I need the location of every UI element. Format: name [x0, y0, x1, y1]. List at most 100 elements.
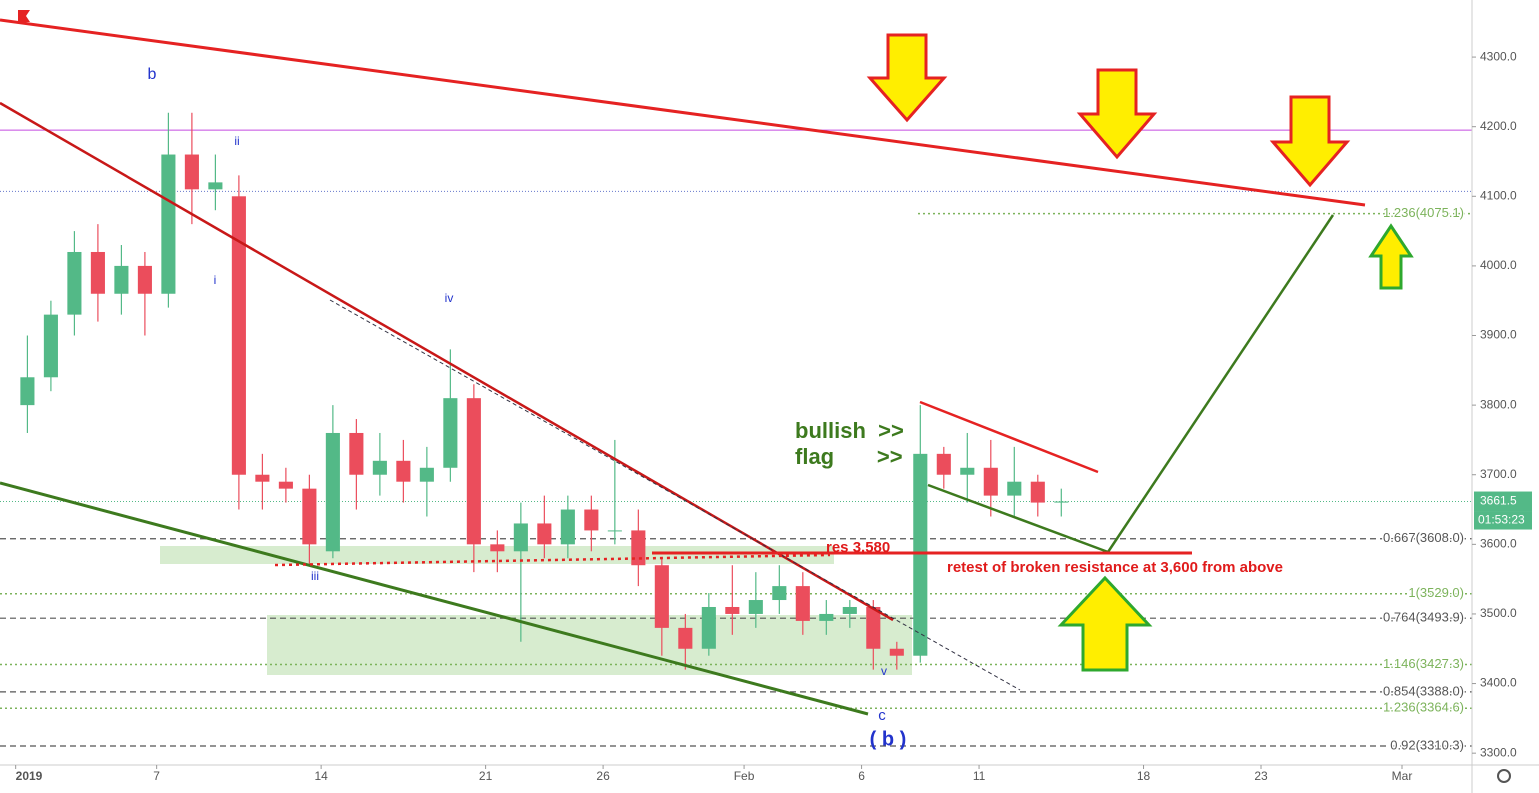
wave-label: ( b ) — [870, 728, 907, 750]
trend-line — [329, 299, 1021, 691]
flag-line — [919, 400, 1099, 474]
flag-line — [927, 483, 1109, 554]
countdown: 01:53:23 — [1478, 513, 1525, 527]
fib-label: 0.854(3388.0) — [1383, 683, 1464, 698]
trend-lines — [0, 18, 1366, 716]
down-arrow — [1269, 95, 1351, 188]
candle-body — [302, 488, 317, 545]
candle-body — [231, 196, 246, 475]
x-tick-label: 23 — [1254, 769, 1268, 783]
support-zone — [267, 615, 912, 675]
fib-label: 0.92(3310.3) — [1390, 737, 1464, 752]
x-tick-label: 11 — [973, 769, 986, 783]
settings-icon[interactable] — [1497, 769, 1511, 783]
candle-body — [819, 613, 834, 621]
x-tick-label: 18 — [1137, 769, 1151, 783]
fib-label: 1.236(4075.1) — [1383, 205, 1464, 220]
candle-body — [67, 251, 82, 315]
candle-body — [419, 467, 434, 482]
arrows — [866, 33, 1414, 672]
wave-label: iii — [311, 569, 319, 583]
x-tick-label: 7 — [153, 769, 160, 783]
candle-body — [678, 627, 693, 649]
candle-body — [20, 377, 35, 406]
candle-body — [607, 530, 622, 532]
y-tick-label: 3900.0 — [1480, 328, 1517, 342]
y-tick-label: 4300.0 — [1480, 49, 1517, 63]
x-tick-label: 26 — [596, 769, 610, 783]
candle-body — [161, 154, 176, 294]
candle-body — [748, 600, 763, 614]
down-arrow — [1076, 68, 1158, 160]
x-tick-label: Mar — [1392, 769, 1413, 783]
candle-body — [842, 606, 857, 614]
candle-body — [43, 314, 58, 378]
zones — [160, 546, 912, 675]
pattern-label: flag >> — [795, 444, 903, 469]
trend-line — [0, 481, 869, 716]
x-tick-label: Feb — [734, 769, 755, 783]
countdown-tag — [1474, 511, 1532, 530]
candle-body — [772, 586, 787, 601]
fib-label: 1.146(3427.3) — [1383, 656, 1464, 671]
y-tick-label: 3400.0 — [1480, 676, 1517, 690]
candle-body — [255, 474, 270, 482]
pattern-label: bullish >> — [795, 418, 904, 443]
candle-body — [325, 432, 340, 552]
candle-body — [913, 453, 928, 656]
resistance-label: res 3,580 — [826, 539, 890, 556]
up-arrow — [1368, 223, 1414, 290]
candle-body — [866, 606, 881, 649]
price-tag — [1474, 491, 1532, 512]
candle-body — [490, 544, 505, 552]
candle-body — [960, 467, 975, 475]
candle-body — [654, 565, 669, 628]
y-tick-label: 4100.0 — [1480, 188, 1517, 202]
note: retest of broken resistance at 3,600 fro… — [947, 559, 1283, 576]
candle-body — [701, 606, 716, 649]
candle-body — [278, 481, 293, 489]
wave-label: iv — [445, 291, 454, 305]
x-tick-label: 14 — [314, 769, 328, 783]
trend-line — [0, 18, 1366, 207]
annotations: b ii i iv iii v c ( b ) bullish >> flag … — [148, 66, 1283, 750]
candle-body — [631, 530, 646, 566]
wave-label: i — [214, 273, 217, 287]
wave-label: v — [881, 664, 887, 678]
down-arrow — [866, 33, 948, 123]
x-tick-label: 2019 — [16, 769, 43, 783]
wave-label: c — [878, 707, 886, 724]
candle-body — [795, 586, 810, 621]
flag-icon[interactable] — [18, 10, 30, 22]
y-tick-label: 3800.0 — [1480, 397, 1517, 411]
levels: 0.667(3608.0) 0.764(3493.9) 0.854(3388.0) 0… — [0, 129, 1472, 754]
candle-body — [513, 523, 528, 552]
candle-body — [349, 432, 364, 475]
candle-body — [983, 467, 998, 496]
y-tick-label: 4200.0 — [1480, 119, 1517, 133]
candle-body — [725, 606, 740, 614]
y-tick-label: 3700.0 — [1480, 467, 1517, 481]
y-tick-label: 3600.0 — [1480, 537, 1517, 551]
up-arrow — [1057, 575, 1153, 672]
fib-label: 0.764(3493.9) — [1383, 610, 1464, 625]
candle-body — [1030, 481, 1045, 503]
fib-label: 1(3529.0) — [1408, 585, 1464, 600]
candle-body — [396, 460, 411, 482]
candle-body — [936, 453, 951, 475]
y-tick-label: 3300.0 — [1480, 745, 1517, 759]
x-tick-label: 6 — [858, 769, 865, 783]
wave-label: ii — [234, 134, 239, 148]
candle-body — [443, 398, 458, 468]
y-tick-label: 4000.0 — [1480, 258, 1517, 272]
candles — [20, 112, 1069, 670]
candle-body — [1007, 481, 1022, 496]
candle-body — [184, 154, 199, 190]
fib-label: 1.236(3364.6) — [1383, 700, 1464, 715]
wave-label: b — [148, 66, 157, 83]
candle-body — [114, 265, 129, 294]
candle-body — [208, 182, 223, 190]
candle-body — [1054, 501, 1069, 503]
trend-line — [0, 101, 894, 622]
